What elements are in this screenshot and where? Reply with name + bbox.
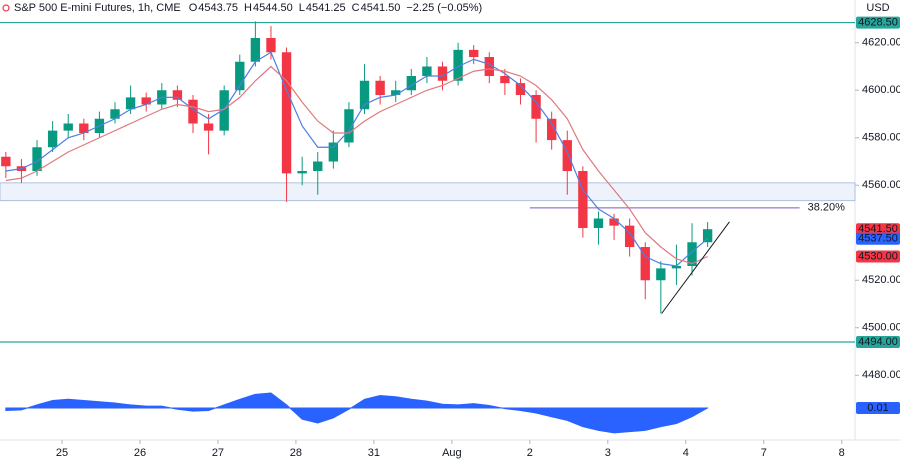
candle-body: [110, 109, 120, 119]
candle-body: [63, 123, 73, 131]
oscillator-area: [5, 392, 709, 434]
candle-body: [484, 57, 494, 76]
candle-body: [531, 95, 541, 119]
x-tick-label: 4: [683, 447, 689, 459]
y-tick-label: 4480.00: [862, 369, 900, 381]
price-badge-label: 4541.50: [858, 223, 898, 235]
candle-body: [141, 97, 151, 105]
price-change: −2.25 (−0.05%): [406, 2, 482, 14]
x-tick-label: Aug: [442, 447, 462, 459]
y-tick-label: 4500.00: [862, 322, 900, 334]
candle-body: [203, 123, 214, 131]
trendline: [661, 221, 730, 314]
currency-label: USD: [866, 2, 889, 14]
price-badge: [856, 223, 900, 236]
x-tick-label: 31: [368, 447, 380, 459]
symbol-title: S&P 500 E-mini Futures, 1h, CME: [14, 2, 181, 14]
ohlc-key: H: [244, 2, 252, 14]
header: S&P 500 E-mini Futures, 1h, CME O 4543.75 H…: [2, 2, 482, 14]
price-badge: [856, 16, 900, 29]
fib-label: 38.20%: [808, 202, 846, 214]
candle-body: [297, 171, 307, 174]
moving-average: [5, 65, 708, 265]
candle-body: [469, 49, 479, 57]
candle-body: [125, 97, 136, 110]
candle-body: [515, 83, 526, 95]
candle-body: [266, 38, 276, 53]
candle-body: [1, 156, 11, 167]
candle-body: [235, 61, 245, 91]
candle-body: [640, 247, 650, 281]
candle-body: [702, 229, 713, 243]
price-badge-label: 4537.50: [858, 233, 898, 245]
price-badge: [856, 401, 900, 414]
candle-body: [375, 80, 385, 95]
candle-body: [328, 142, 339, 162]
price-badge-label: 4494.00: [858, 336, 898, 348]
candle-body: [219, 90, 229, 131]
candle-body: [79, 123, 89, 133]
ohlc-value: 4541.50: [361, 2, 401, 14]
ohlc-value: 4541.25: [306, 2, 346, 14]
candle-body: [188, 99, 198, 124]
candle-body: [562, 140, 572, 171]
candle-body: [422, 66, 432, 76]
candle-body: [453, 49, 463, 81]
x-tick-label: 3: [605, 447, 611, 459]
y-tick-label: 4520.00: [862, 274, 900, 286]
y-tick-label: 4620.00: [862, 37, 900, 49]
ohlc-value: 4543.75: [198, 2, 238, 14]
candle-body: [281, 52, 292, 174]
ohlc-key: L: [299, 2, 305, 14]
candle-body: [624, 225, 635, 247]
price-badge: [856, 232, 900, 245]
candle-body: [391, 90, 401, 95]
candle-body: [578, 171, 588, 228]
candle-body: [32, 147, 42, 171]
x-tick-label: 8: [839, 447, 845, 459]
status-dot: [2, 4, 10, 12]
support-zone: [0, 182, 856, 202]
ohlc-value: 4544.50: [253, 2, 293, 14]
x-tick-label: 28: [290, 447, 302, 459]
candle-body: [656, 268, 666, 281]
candle-body: [172, 90, 183, 100]
x-tick-label: 7: [761, 447, 767, 459]
y-tick-label: 4560.00: [862, 179, 900, 191]
price-badge: [856, 336, 900, 348]
candle-body: [593, 218, 604, 228]
ohlc-key: C: [352, 2, 360, 14]
price-badge-label: 4530.00: [858, 250, 898, 262]
candle-body: [671, 266, 682, 269]
candle-body: [359, 80, 370, 110]
x-tick-label: 26: [134, 447, 146, 459]
candle-body: [344, 109, 354, 143]
price-badge-label: 4628.50: [858, 16, 898, 28]
candle-body: [313, 161, 323, 171]
y-tick-label: 4600.00: [862, 84, 900, 96]
candle-body: [250, 38, 261, 62]
x-tick-label: 25: [56, 447, 68, 459]
price-badge: [856, 250, 900, 263]
ohlc-key: O: [189, 2, 198, 14]
y-tick-label: 4580.00: [862, 132, 900, 144]
candle-body: [687, 242, 697, 266]
price-badge-label: 0.01: [867, 402, 888, 414]
moving-average: [5, 51, 709, 267]
candle-body: [406, 76, 416, 91]
candle-body: [437, 66, 448, 81]
x-tick-label: 2: [527, 447, 533, 459]
candle-body: [609, 218, 619, 226]
x-tick-label: 27: [212, 447, 224, 459]
candle-body: [546, 118, 557, 141]
candle-body: [500, 76, 510, 84]
candle-body: [47, 130, 58, 148]
